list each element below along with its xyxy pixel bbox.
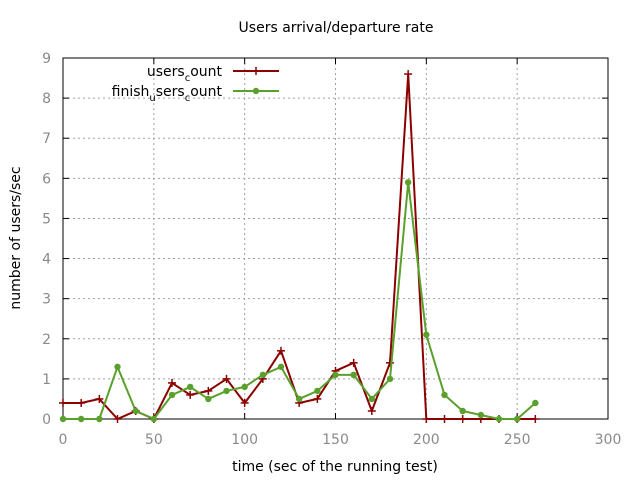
data-point-circle [59, 415, 67, 423]
data-point-circle [477, 411, 485, 419]
legend-label: finishuserscount [112, 84, 223, 104]
data-point-plus [313, 394, 322, 403]
x-tick-label: 0 [59, 432, 68, 448]
data-point-circle [332, 371, 339, 379]
data-point-circle [114, 363, 121, 371]
data-point-plus [531, 415, 540, 423]
data-point-circle [150, 415, 158, 423]
legend-entry-users-count: userscount [147, 64, 279, 84]
y-tick-label: 4 [42, 252, 51, 268]
y-tick-label: 5 [42, 211, 51, 227]
series-layer [59, 70, 540, 423]
data-point-plus [367, 406, 376, 415]
data-point-circle [241, 383, 248, 391]
x-tick-label: 50 [145, 432, 163, 448]
data-point-plus [59, 398, 67, 407]
data-point-plus [458, 415, 467, 423]
data-point-circle [513, 415, 521, 423]
data-point-plus [222, 374, 231, 383]
data-point-plus [204, 386, 213, 395]
y-tick-label: 6 [42, 171, 51, 187]
data-point-circle [441, 391, 448, 399]
data-point-circle [252, 87, 260, 95]
data-point-circle [223, 387, 230, 395]
data-point-circle [259, 371, 267, 379]
y-tick-label: 2 [42, 332, 51, 348]
data-point-plus [440, 415, 449, 423]
data-point-circle [77, 415, 85, 423]
data-point-circle [350, 371, 357, 379]
y-tick-label: 9 [42, 51, 51, 67]
data-point-plus [386, 358, 394, 367]
data-point-circle [386, 375, 394, 383]
data-point-circle [132, 407, 139, 415]
data-point-circle [205, 395, 212, 403]
y-tick-label: 3 [42, 292, 51, 308]
x-tick-label: 250 [504, 432, 531, 448]
legend-label: userscount [147, 64, 223, 84]
data-point-circle [423, 331, 430, 338]
data-point-circle [532, 399, 539, 407]
data-point-plus [168, 378, 176, 387]
data-point-circle [314, 387, 321, 395]
data-point-plus [113, 415, 122, 423]
series-line [63, 73, 536, 420]
data-point-plus [422, 415, 431, 423]
series-finish-users-count [59, 179, 539, 423]
data-point-plus [349, 358, 358, 367]
data-point-circle [459, 407, 466, 415]
data-point-circle [404, 179, 412, 186]
data-point-circle [277, 363, 285, 371]
data-point-circle [368, 395, 376, 403]
legend-entry-finish-users-count: finishuserscount [112, 84, 279, 104]
grid [63, 58, 608, 419]
data-point-circle [186, 383, 194, 391]
x-tick-label: 300 [595, 432, 622, 448]
y-tick-label: 0 [42, 412, 51, 428]
y-tick-label: 8 [42, 91, 51, 107]
data-point-plus [252, 67, 260, 75]
x-tick-label: 100 [231, 432, 258, 448]
data-point-plus [77, 398, 86, 407]
x-tick-label: 150 [322, 432, 349, 448]
data-point-plus [240, 398, 249, 407]
series-line [63, 181, 536, 420]
x-axis-label: time (sec of the running test) [232, 459, 438, 475]
x-tick-label: 200 [413, 432, 440, 448]
data-point-plus [186, 390, 195, 399]
series-users-count [59, 70, 540, 423]
data-point-plus [404, 70, 413, 79]
data-point-circle [495, 415, 503, 423]
data-point-plus [95, 394, 104, 403]
chart-title: Users arrival/departure rate [239, 20, 434, 36]
y-axis-label: number of users/sec [8, 166, 24, 309]
data-point-plus [277, 346, 285, 355]
y-tick-label: 1 [42, 372, 51, 388]
data-point-circle [168, 391, 176, 399]
data-point-circle [295, 395, 303, 403]
axes: 0 1 2 3 4 5 6 7 8 9 0 50 100 150 200 250 300 [42, 51, 621, 448]
data-point-circle [96, 415, 103, 423]
y-tick-label: 7 [42, 131, 51, 147]
